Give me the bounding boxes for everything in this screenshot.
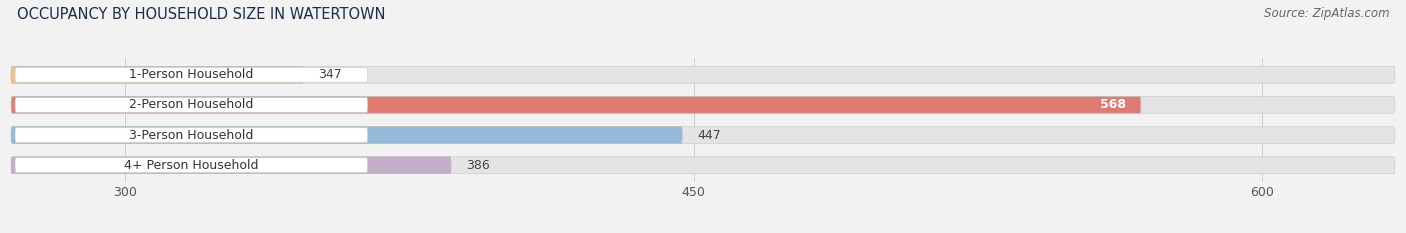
FancyBboxPatch shape bbox=[11, 157, 1395, 173]
FancyBboxPatch shape bbox=[11, 97, 1140, 113]
FancyBboxPatch shape bbox=[11, 67, 1395, 83]
FancyBboxPatch shape bbox=[15, 128, 367, 142]
FancyBboxPatch shape bbox=[11, 127, 682, 143]
FancyBboxPatch shape bbox=[11, 127, 1395, 143]
FancyBboxPatch shape bbox=[15, 98, 367, 112]
Text: 447: 447 bbox=[697, 129, 721, 142]
Text: 347: 347 bbox=[318, 68, 342, 81]
FancyBboxPatch shape bbox=[15, 67, 367, 82]
Text: 386: 386 bbox=[467, 159, 489, 172]
FancyBboxPatch shape bbox=[11, 157, 451, 173]
Text: 4+ Person Household: 4+ Person Household bbox=[124, 159, 259, 172]
Text: OCCUPANCY BY HOUSEHOLD SIZE IN WATERTOWN: OCCUPANCY BY HOUSEHOLD SIZE IN WATERTOWN bbox=[17, 7, 385, 22]
Text: 2-Person Household: 2-Person Household bbox=[129, 98, 253, 111]
Text: Source: ZipAtlas.com: Source: ZipAtlas.com bbox=[1264, 7, 1389, 20]
Text: 1-Person Household: 1-Person Household bbox=[129, 68, 253, 81]
Text: 568: 568 bbox=[1099, 98, 1126, 111]
FancyBboxPatch shape bbox=[11, 97, 1395, 113]
FancyBboxPatch shape bbox=[15, 158, 367, 173]
FancyBboxPatch shape bbox=[11, 67, 304, 83]
Text: 3-Person Household: 3-Person Household bbox=[129, 129, 253, 142]
